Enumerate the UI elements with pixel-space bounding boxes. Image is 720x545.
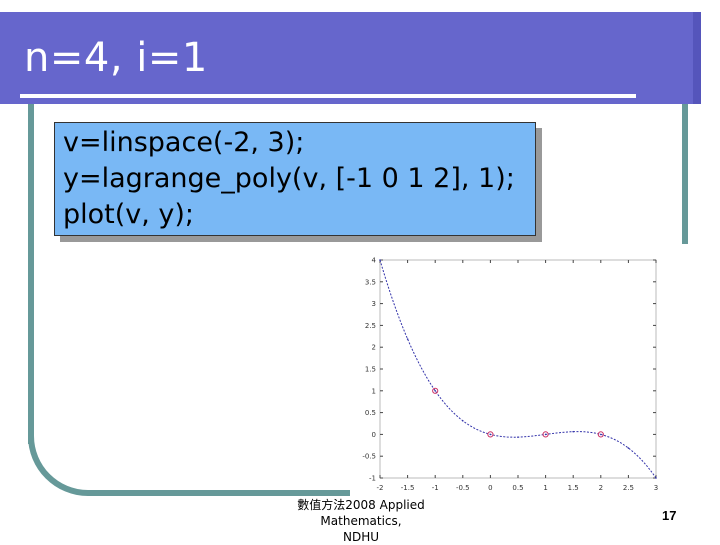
footer-line-1: 數值方法2008 Applied Mathematics, xyxy=(297,498,425,528)
y-tick-label: 3 xyxy=(372,300,376,308)
node-marker xyxy=(542,431,549,438)
y-tick-label: -1 xyxy=(369,475,376,483)
x-tick-label: 1 xyxy=(543,484,547,492)
frame-right-bar xyxy=(682,104,688,244)
plot-svg: -2 -1.5 -1 -0.5 0 0.5 1 1.5 2 2.5 3 4 3.5 3 2.5 2 1.5 1 0.… xyxy=(362,257,658,493)
code-line-2: y=lagrange_poly(v, [-1 0 1 2], 1); xyxy=(63,163,515,194)
code-line-3: plot(v, y); xyxy=(63,199,195,230)
y-tick-label: 1 xyxy=(372,387,376,395)
frame-corner-curve xyxy=(28,404,108,496)
x-tick-label: -1.5 xyxy=(401,484,415,492)
series-point xyxy=(572,430,574,433)
y-tick-label: 0 xyxy=(372,431,376,439)
x-tick-label: -0.5 xyxy=(456,484,470,492)
series-point xyxy=(544,433,547,436)
page-number: 17 xyxy=(662,508,677,523)
frame-left-bar xyxy=(28,104,34,444)
footer-text: 數值方法2008 Applied Mathematics, NDHU xyxy=(258,497,464,545)
x-tick-label: 1.5 xyxy=(568,484,579,492)
code-box: v=linspace(-2, 3); y=lagrange_poly(v, [-… xyxy=(54,122,536,236)
x-tick-label: -1 xyxy=(432,484,439,492)
series-point xyxy=(517,436,519,438)
x-tick-label: 0.5 xyxy=(512,484,523,492)
y-tick-label: 2 xyxy=(372,344,376,352)
y-tick-label: -0.5 xyxy=(362,453,376,461)
y-tick-label: 4 xyxy=(372,257,377,265)
y-tick-label: 2.5 xyxy=(365,322,376,330)
footer-line-2: NDHU xyxy=(342,530,380,544)
series-point xyxy=(489,433,492,436)
node-marker xyxy=(487,431,494,438)
node-marker xyxy=(597,431,604,438)
series-point xyxy=(406,338,409,340)
x-tick-label: 2 xyxy=(599,484,603,492)
plot-figure: -2 -1.5 -1 -0.5 0 0.5 1 1.5 2 2.5 3 4 3.5 3 2.5 2 1.5 1 0.… xyxy=(340,250,662,498)
title-bar xyxy=(0,12,694,104)
series-point xyxy=(600,433,602,436)
node-marker xyxy=(432,387,439,394)
y-tick-label: 1.5 xyxy=(365,366,376,374)
series-line xyxy=(379,259,657,479)
slide-title: n=4, i=1 xyxy=(24,35,208,81)
series-point xyxy=(627,447,630,449)
title-bar-shadow xyxy=(693,12,701,104)
y-tick-label: 3.5 xyxy=(365,278,376,286)
title-underline xyxy=(20,94,636,98)
frame-bottom-bar xyxy=(100,490,350,496)
series-point xyxy=(655,477,657,479)
x-tick-label: 2.5 xyxy=(623,484,634,492)
series-point xyxy=(462,419,464,422)
x-tick-label: 0 xyxy=(488,484,492,492)
y-tick-label: 0.5 xyxy=(365,409,376,417)
x-tick-label: -2 xyxy=(377,484,384,492)
series-point xyxy=(379,259,381,261)
code-line-1: v=linspace(-2, 3); xyxy=(63,127,305,158)
x-tick-label: 3 xyxy=(654,484,658,492)
series-point xyxy=(434,390,436,392)
